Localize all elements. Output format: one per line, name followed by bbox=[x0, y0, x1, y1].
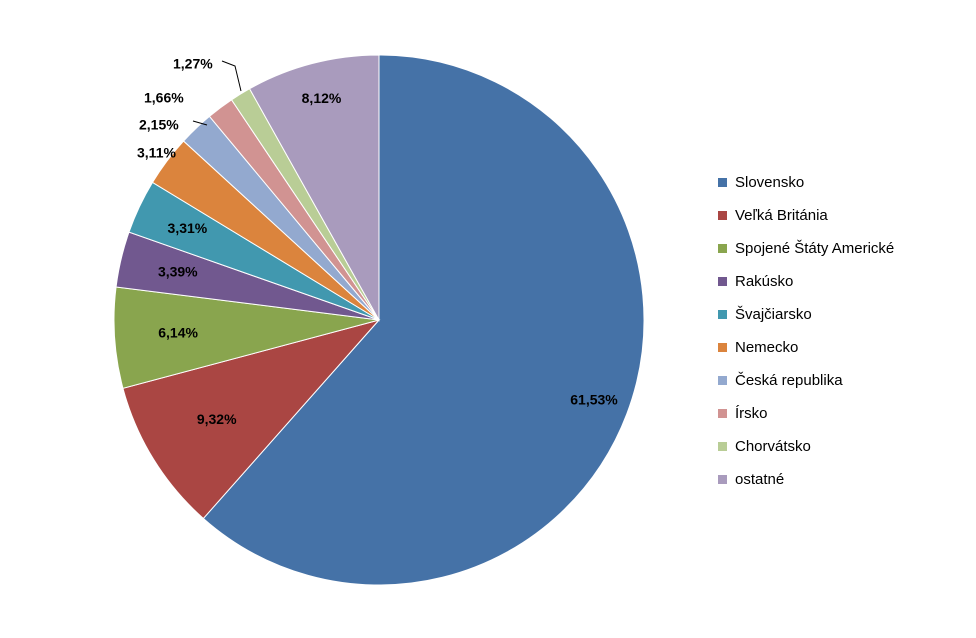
legend-item-rakusko: Rakúsko bbox=[718, 265, 894, 298]
legend-label: Česká republika bbox=[735, 372, 843, 389]
legend-item-slovensko: Slovensko bbox=[718, 166, 894, 199]
legend-swatch bbox=[718, 343, 727, 352]
legend-swatch bbox=[718, 310, 727, 319]
leader-line-chorvatsko bbox=[221, 60, 242, 92]
data-label-svajciarsko: 3,31% bbox=[168, 220, 208, 236]
legend-item-irsko: Írsko bbox=[718, 397, 894, 430]
data-label-rakusko: 3,39% bbox=[158, 263, 198, 279]
legend-swatch bbox=[718, 211, 727, 220]
leader-line-ceska-republika bbox=[192, 120, 208, 126]
legend-label: Švajčiarsko bbox=[735, 306, 812, 323]
legend-label: Írsko bbox=[735, 405, 768, 422]
legend-label: Spojené Štáty Americké bbox=[735, 240, 895, 257]
pie-slices bbox=[113, 54, 645, 586]
legend-item-ceska-republika: Česká republika bbox=[718, 364, 894, 397]
legend-label: Veľká Británia bbox=[735, 207, 828, 224]
data-label-chorvatsko: 1,27% bbox=[173, 56, 213, 72]
legend-label: Chorvátsko bbox=[735, 438, 811, 455]
data-label-irsko: 1,66% bbox=[144, 90, 184, 106]
data-label-spojene-staty-americke: 6,14% bbox=[158, 324, 198, 340]
legend-swatch bbox=[718, 376, 727, 385]
legend-item-ostatne: ostatné bbox=[718, 463, 894, 496]
legend: Slovensko Veľká Británia Spojené Štáty A… bbox=[718, 166, 894, 496]
data-label-ostatne: 8,12% bbox=[302, 90, 342, 106]
legend-item-spojene-staty-americke: Spojené Štáty Americké bbox=[718, 232, 894, 265]
leader-lines bbox=[192, 60, 242, 126]
legend-label: ostatné bbox=[735, 471, 785, 488]
data-label-nemecko: 3,11% bbox=[137, 145, 176, 161]
legend-item-nemecko: Nemecko bbox=[718, 331, 894, 364]
legend-label: Rakúsko bbox=[735, 273, 794, 290]
data-labels: 61,53% 9,32% 6,14% 3,39% 3,31% 3,11% 2,15% 1,66… bbox=[137, 56, 618, 427]
legend-item-chorvatsko: Chorvátsko bbox=[718, 430, 894, 463]
data-label-velka-britania: 9,32% bbox=[197, 411, 237, 427]
legend-swatch bbox=[718, 475, 727, 484]
data-label-slovensko: 61,53% bbox=[570, 392, 618, 408]
legend-label: Slovensko bbox=[735, 174, 805, 191]
legend-swatch bbox=[718, 442, 727, 451]
legend-swatch bbox=[718, 409, 727, 418]
slice-ostatne bbox=[248, 54, 380, 322]
legend-swatch bbox=[718, 178, 727, 187]
legend-label: Nemecko bbox=[735, 339, 799, 356]
legend-item-velka-britania: Veľká Británia bbox=[718, 199, 894, 232]
data-label-ceska-republika: 2,15% bbox=[139, 117, 179, 133]
slice-velka-britania bbox=[122, 319, 381, 520]
legend-swatch bbox=[718, 277, 727, 286]
legend-item-svajciarsko: Švajčiarsko bbox=[718, 298, 894, 331]
legend-swatch bbox=[718, 244, 727, 253]
slice-slovensko bbox=[202, 54, 645, 586]
